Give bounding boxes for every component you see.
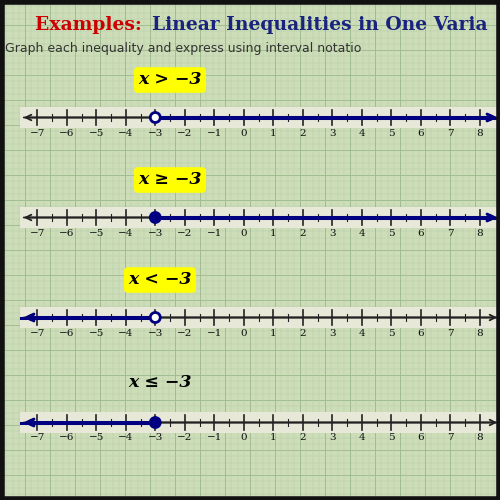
Text: Graph each inequality and express using interval notatio: Graph each inequality and express using … bbox=[5, 42, 362, 55]
Text: 7: 7 bbox=[447, 328, 454, 338]
Text: −3: −3 bbox=[148, 434, 163, 442]
Text: 3: 3 bbox=[329, 128, 336, 138]
Text: −2: −2 bbox=[177, 434, 192, 442]
Text: 4: 4 bbox=[358, 328, 365, 338]
Text: −7: −7 bbox=[30, 128, 45, 138]
Text: x ≤ −3: x ≤ −3 bbox=[128, 374, 192, 391]
Text: −5: −5 bbox=[88, 128, 104, 138]
Text: −7: −7 bbox=[30, 434, 45, 442]
Text: 1: 1 bbox=[270, 434, 276, 442]
Text: 8: 8 bbox=[476, 128, 483, 138]
Text: 1: 1 bbox=[270, 328, 276, 338]
Text: 4: 4 bbox=[358, 434, 365, 442]
Text: 8: 8 bbox=[476, 328, 483, 338]
Text: 1: 1 bbox=[270, 128, 276, 138]
Text: −2: −2 bbox=[177, 228, 192, 237]
Bar bbox=[20, 107, 500, 128]
Text: −6: −6 bbox=[59, 328, 74, 338]
Text: −7: −7 bbox=[30, 228, 45, 237]
Text: −4: −4 bbox=[118, 128, 134, 138]
Circle shape bbox=[150, 418, 160, 428]
Text: 6: 6 bbox=[418, 328, 424, 338]
Bar bbox=[20, 307, 500, 328]
Text: −5: −5 bbox=[88, 328, 104, 338]
Text: Examples:: Examples: bbox=[35, 16, 155, 34]
Text: 0: 0 bbox=[240, 128, 247, 138]
Text: 4: 4 bbox=[358, 228, 365, 237]
Bar bbox=[20, 412, 500, 433]
Text: 6: 6 bbox=[418, 128, 424, 138]
Text: 0: 0 bbox=[240, 328, 247, 338]
Text: 5: 5 bbox=[388, 328, 394, 338]
Text: x < −3: x < −3 bbox=[128, 272, 192, 288]
Text: 1: 1 bbox=[270, 228, 276, 237]
Bar bbox=[20, 207, 500, 228]
Text: −3: −3 bbox=[148, 128, 163, 138]
Text: −4: −4 bbox=[118, 434, 134, 442]
Text: 5: 5 bbox=[388, 434, 394, 442]
Text: −6: −6 bbox=[59, 128, 74, 138]
Text: −1: −1 bbox=[206, 434, 222, 442]
Circle shape bbox=[150, 212, 160, 222]
Text: −2: −2 bbox=[177, 328, 192, 338]
Text: 6: 6 bbox=[418, 434, 424, 442]
Text: −1: −1 bbox=[206, 328, 222, 338]
Text: 7: 7 bbox=[447, 228, 454, 237]
Text: x > −3: x > −3 bbox=[138, 72, 202, 88]
Text: −5: −5 bbox=[88, 228, 104, 237]
Text: −2: −2 bbox=[177, 128, 192, 138]
Text: 3: 3 bbox=[329, 328, 336, 338]
Text: −3: −3 bbox=[148, 228, 163, 237]
Text: −1: −1 bbox=[206, 228, 222, 237]
Text: 5: 5 bbox=[388, 228, 394, 237]
Text: 7: 7 bbox=[447, 434, 454, 442]
Text: −6: −6 bbox=[59, 434, 74, 442]
Text: −1: −1 bbox=[206, 128, 222, 138]
Circle shape bbox=[150, 112, 160, 122]
Text: 2: 2 bbox=[300, 228, 306, 237]
Text: −5: −5 bbox=[88, 434, 104, 442]
Text: x ≥ −3: x ≥ −3 bbox=[138, 172, 202, 188]
Text: −7: −7 bbox=[30, 328, 45, 338]
Text: 2: 2 bbox=[300, 434, 306, 442]
Text: 0: 0 bbox=[240, 228, 247, 237]
Text: −6: −6 bbox=[59, 228, 74, 237]
Text: 0: 0 bbox=[240, 434, 247, 442]
Text: 7: 7 bbox=[447, 128, 454, 138]
Text: 5: 5 bbox=[388, 128, 394, 138]
Text: −4: −4 bbox=[118, 228, 134, 237]
Text: 4: 4 bbox=[358, 128, 365, 138]
Text: 3: 3 bbox=[329, 434, 336, 442]
Text: 2: 2 bbox=[300, 328, 306, 338]
Text: −4: −4 bbox=[118, 328, 134, 338]
Text: −3: −3 bbox=[148, 328, 163, 338]
Text: 8: 8 bbox=[476, 434, 483, 442]
Text: Linear Inequalities in One Varia: Linear Inequalities in One Varia bbox=[152, 16, 488, 34]
Text: 3: 3 bbox=[329, 228, 336, 237]
Text: 6: 6 bbox=[418, 228, 424, 237]
Text: 8: 8 bbox=[476, 228, 483, 237]
Circle shape bbox=[150, 312, 160, 322]
Text: 2: 2 bbox=[300, 128, 306, 138]
